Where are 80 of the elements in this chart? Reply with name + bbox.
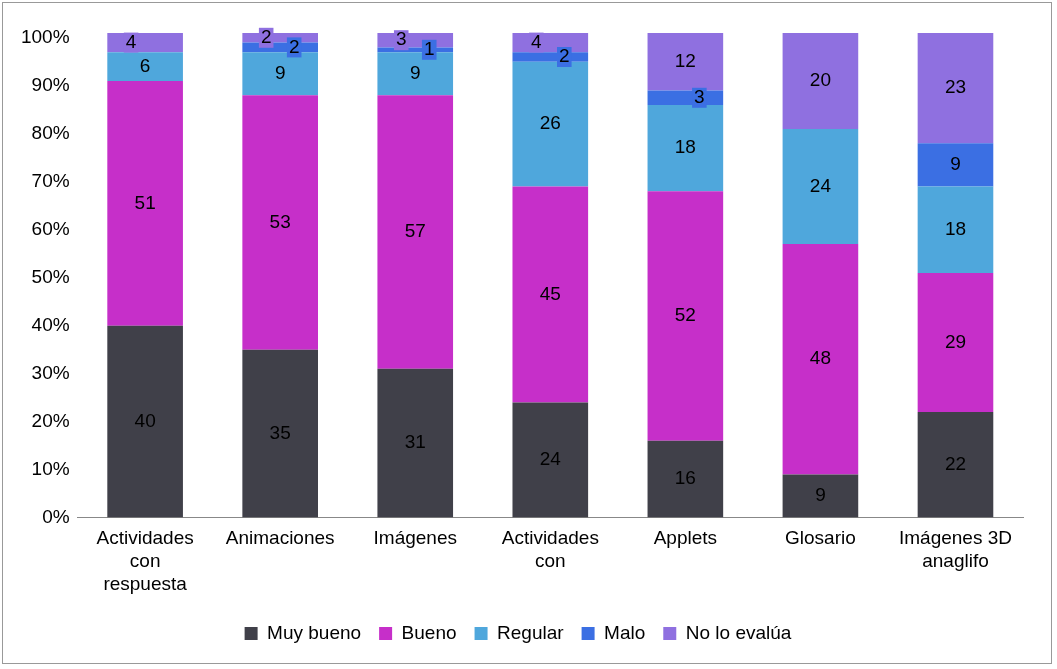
legend-label: No lo evalúa: [685, 621, 792, 643]
bar: [917, 143, 994, 187]
bar: [107, 80, 183, 326]
y-tick-label: 80%: [31, 121, 70, 143]
data-label: 12: [674, 50, 696, 72]
bar: [377, 368, 454, 518]
x-tick-label: Applets: [653, 527, 718, 549]
bar: [782, 128, 859, 245]
data-label: 9: [815, 484, 826, 506]
data-label: 40: [134, 409, 156, 431]
data-label: 57: [404, 220, 426, 242]
data-label: 24: [539, 448, 562, 470]
data-label: 18: [944, 217, 967, 239]
legend-label: Malo: [604, 621, 646, 643]
y-tick-label: 20%: [31, 409, 70, 431]
bar: [647, 191, 724, 441]
data-label: 51: [134, 191, 156, 213]
data-label: 20: [809, 69, 831, 91]
y-tick-label: 30%: [31, 361, 70, 383]
y-tick-label: 60%: [31, 217, 70, 239]
bar: [512, 402, 589, 518]
bar: [917, 412, 994, 518]
bar: [647, 440, 724, 518]
data-label: 3: [694, 86, 705, 108]
data-label: 45: [539, 282, 561, 304]
data-label: 26: [539, 112, 561, 134]
bar: [512, 186, 589, 403]
data-label: 6: [139, 54, 151, 76]
legend-label: Muy bueno: [267, 621, 362, 643]
x-tick-label: Animaciones: [225, 527, 335, 549]
y-tick-label: 50%: [31, 265, 70, 287]
bar: [917, 33, 994, 144]
bar: [512, 61, 589, 187]
data-label: 9: [274, 62, 286, 84]
x-tick-label: Imágenes: [373, 527, 457, 549]
data-label: 2: [288, 35, 300, 57]
bar: [647, 104, 724, 192]
x-tick-label: Imágenes 3D anaglifo: [898, 527, 1012, 572]
bar: [242, 52, 318, 96]
data-label: 2: [559, 45, 570, 67]
legend-label: Bueno: [401, 621, 457, 643]
data-label: 1: [423, 38, 435, 60]
data-label: 31: [404, 431, 426, 453]
data-label: 35: [269, 421, 291, 443]
data-label: 9: [409, 62, 421, 84]
data-label: 24: [809, 174, 832, 196]
data-label: 4: [531, 30, 543, 52]
x-tick-label: Actividades con respuesta: [96, 527, 194, 594]
data-label: 16: [674, 467, 696, 489]
bar: [782, 33, 859, 129]
data-label: 52: [674, 304, 696, 326]
data-label: 29: [944, 330, 967, 352]
data-label: 53: [269, 210, 291, 232]
y-tick-label: 100%: [20, 26, 70, 48]
x-tick-label: Actividades con: [501, 527, 599, 572]
y-tick-label: 0%: [42, 505, 70, 527]
bar: [782, 474, 859, 518]
data-label: 18: [674, 136, 696, 158]
data-label: 9: [950, 153, 961, 175]
data-label: 23: [944, 76, 967, 98]
data-label: 3: [395, 28, 407, 50]
legend-label: Regular: [497, 621, 565, 643]
x-tick-label: Glosario: [785, 527, 856, 549]
bar: [242, 95, 318, 350]
y-tick-label: 10%: [31, 457, 70, 479]
bar: [107, 52, 183, 81]
data-label: 2: [260, 26, 272, 48]
data-label: 22: [944, 453, 967, 475]
y-tick-label: 40%: [31, 313, 70, 335]
bar: [782, 244, 859, 475]
bar: [917, 186, 994, 273]
bar: [917, 272, 994, 413]
bar: [107, 325, 183, 518]
data-label: 4: [125, 30, 137, 52]
bar: [647, 33, 724, 91]
y-tick-label: 90%: [31, 74, 70, 96]
bar: [242, 349, 318, 518]
y-tick-label: 70%: [31, 169, 70, 191]
bar: [377, 95, 454, 369]
data-label: 48: [809, 347, 831, 369]
